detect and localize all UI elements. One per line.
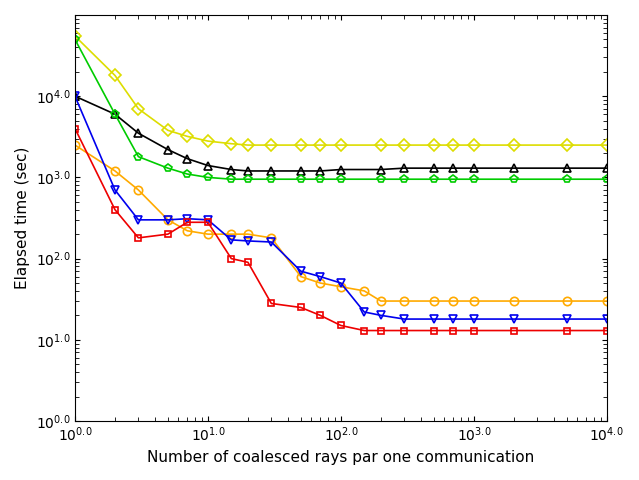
Y-axis label: Elapsed time (sec): Elapsed time (sec) <box>15 147 30 289</box>
X-axis label: Number of coalesced rays par one communication: Number of coalesced rays par one communi… <box>147 450 534 465</box>
